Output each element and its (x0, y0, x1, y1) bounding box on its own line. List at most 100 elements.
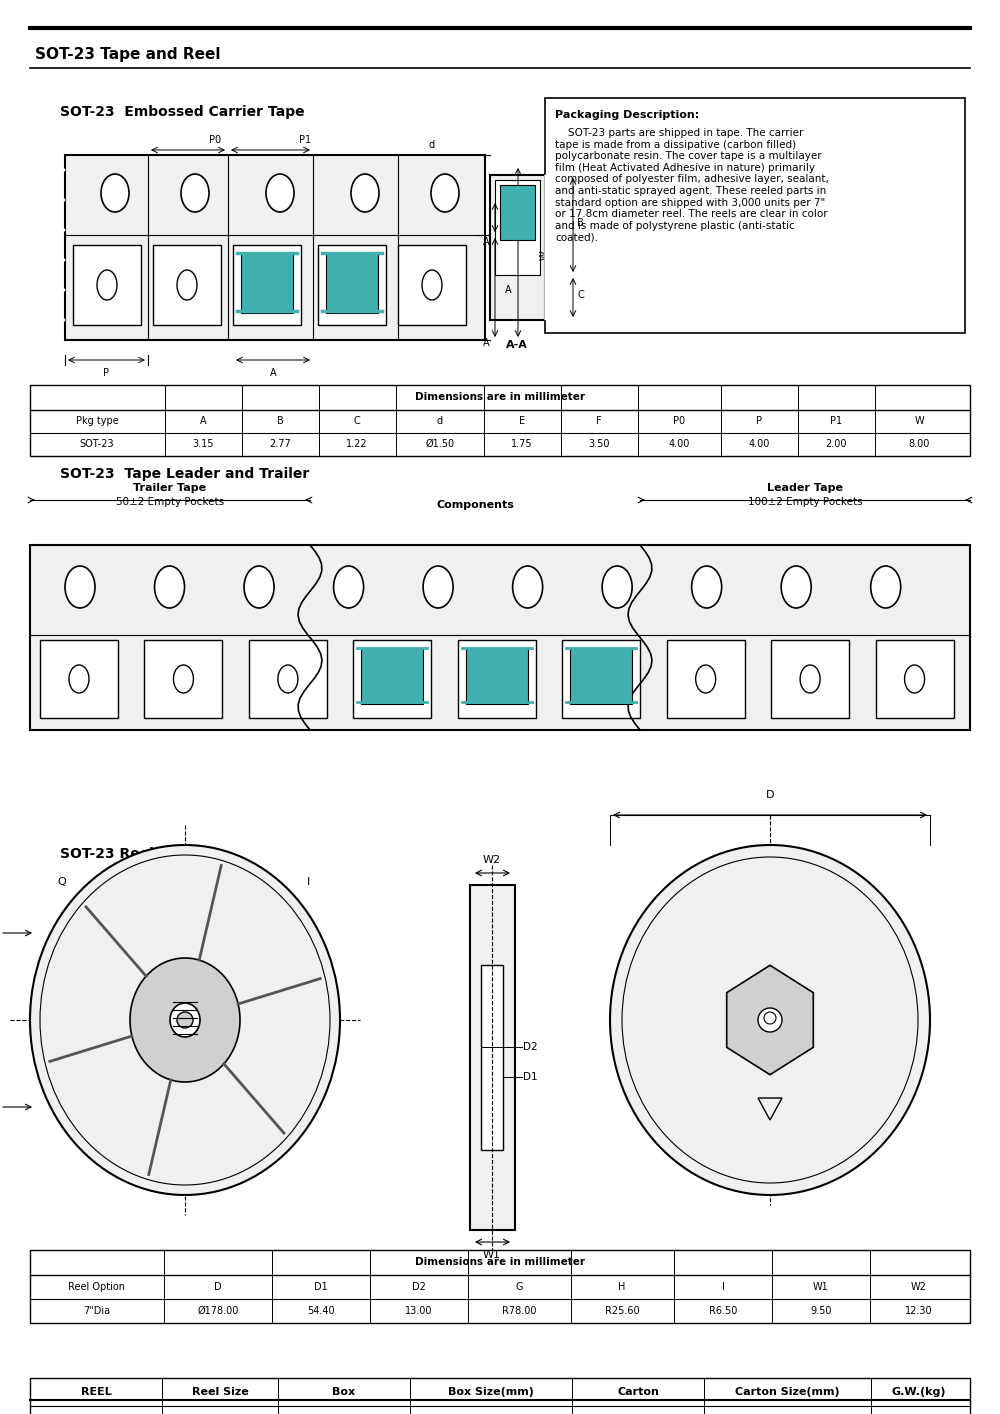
Text: D2: D2 (412, 1282, 426, 1292)
Polygon shape (545, 233, 560, 262)
Text: W2: W2 (911, 1282, 927, 1292)
Bar (30, 385, 970, 455)
Bar (495, 180, 540, 274)
Bar (771, 641, 849, 718)
Text: d: d (437, 416, 443, 426)
Text: W1: W1 (483, 1250, 501, 1260)
Text: P1: P1 (299, 134, 311, 146)
Ellipse shape (97, 270, 117, 300)
Text: A-A: A-A (506, 339, 528, 351)
Text: R6.50: R6.50 (709, 1307, 737, 1316)
Text: F: F (596, 416, 602, 426)
Bar (458, 641, 536, 718)
Text: Reel Option: Reel Option (68, 1282, 126, 1292)
Ellipse shape (173, 665, 193, 693)
Text: Reel Size: Reel Size (192, 1387, 248, 1397)
Ellipse shape (334, 566, 364, 608)
Text: C: C (354, 416, 360, 426)
Text: R25.60: R25.60 (605, 1307, 639, 1316)
Text: SOT-23  Tape Leader and Trailer: SOT-23 Tape Leader and Trailer (60, 467, 309, 481)
Text: A: A (505, 286, 512, 296)
Text: A: A (200, 416, 206, 426)
Text: P0: P0 (209, 134, 221, 146)
Text: d: d (429, 140, 435, 150)
Text: B: B (277, 416, 283, 426)
Bar (153, 245, 221, 325)
Bar (30, 544, 970, 730)
Ellipse shape (423, 566, 453, 608)
Text: A: A (483, 238, 490, 247)
Bar (318, 245, 386, 325)
Bar (233, 245, 301, 325)
Text: 8.00: 8.00 (908, 438, 930, 450)
Text: REEL: REEL (81, 1387, 111, 1397)
Text: D: D (766, 790, 774, 800)
Text: Pkg type: Pkg type (76, 416, 118, 426)
Text: Dimensions are in millimeter: Dimensions are in millimeter (415, 392, 585, 402)
Text: Q: Q (57, 877, 66, 887)
Ellipse shape (130, 959, 240, 1082)
Text: SOT-23: SOT-23 (80, 438, 114, 450)
Text: Leader Tape: Leader Tape (767, 484, 843, 493)
Text: C: C (577, 290, 584, 300)
Polygon shape (727, 966, 813, 1075)
Text: D1: D1 (523, 1072, 538, 1082)
Text: 2.00: 2.00 (825, 438, 847, 450)
Text: W: W (540, 250, 550, 260)
Text: 2.77: 2.77 (269, 438, 291, 450)
Ellipse shape (155, 566, 185, 608)
Text: Components: Components (436, 501, 514, 510)
Text: F: F (522, 211, 528, 221)
Ellipse shape (610, 846, 930, 1195)
Bar (545, 98, 965, 334)
Ellipse shape (602, 566, 632, 608)
Text: A: A (483, 338, 490, 348)
Text: 50±2 Empty Pockets: 50±2 Empty Pockets (116, 496, 224, 508)
Bar (30, 1379, 970, 1414)
Bar (241, 253, 293, 312)
Circle shape (177, 1012, 193, 1028)
Bar (398, 245, 466, 325)
Ellipse shape (181, 174, 209, 212)
Bar (562, 641, 640, 718)
Ellipse shape (278, 665, 298, 693)
Ellipse shape (244, 566, 274, 608)
Bar (500, 185, 535, 240)
Text: G: G (515, 1282, 523, 1292)
Bar (65, 156, 485, 339)
Text: Ø178.00: Ø178.00 (197, 1307, 239, 1316)
Ellipse shape (905, 665, 925, 693)
Text: 3.15: 3.15 (192, 438, 214, 450)
Polygon shape (545, 262, 560, 291)
Text: 54.40: 54.40 (307, 1307, 335, 1316)
Polygon shape (50, 305, 65, 335)
Text: 4.00: 4.00 (748, 438, 770, 450)
Polygon shape (50, 245, 65, 274)
Bar (470, 885, 515, 1230)
Text: D1: D1 (314, 1282, 328, 1292)
Bar (30, 1250, 970, 1324)
Text: G.W.(kg): G.W.(kg) (892, 1387, 946, 1397)
Text: D2: D2 (523, 1042, 538, 1052)
Bar (326, 253, 378, 312)
Bar (73, 245, 141, 325)
Text: H: H (618, 1282, 626, 1292)
Text: I: I (722, 1282, 724, 1292)
Text: SOT-23 Tape and Reel: SOT-23 Tape and Reel (35, 48, 220, 62)
Bar (481, 964, 503, 1150)
Polygon shape (50, 215, 65, 245)
Text: Box: Box (332, 1387, 356, 1397)
Text: P: P (756, 416, 762, 426)
Polygon shape (50, 156, 65, 185)
Polygon shape (545, 204, 560, 233)
Text: E: E (519, 416, 525, 426)
Text: P: P (103, 368, 109, 378)
Text: W: W (914, 416, 924, 426)
Ellipse shape (177, 270, 197, 300)
Bar (361, 648, 423, 704)
Text: 100±2 Empty Pockets: 100±2 Empty Pockets (748, 496, 862, 508)
Ellipse shape (781, 566, 811, 608)
Text: A: A (270, 368, 276, 378)
Text: Box Size(mm): Box Size(mm) (448, 1387, 534, 1397)
Text: Carton Size(mm): Carton Size(mm) (735, 1387, 839, 1397)
